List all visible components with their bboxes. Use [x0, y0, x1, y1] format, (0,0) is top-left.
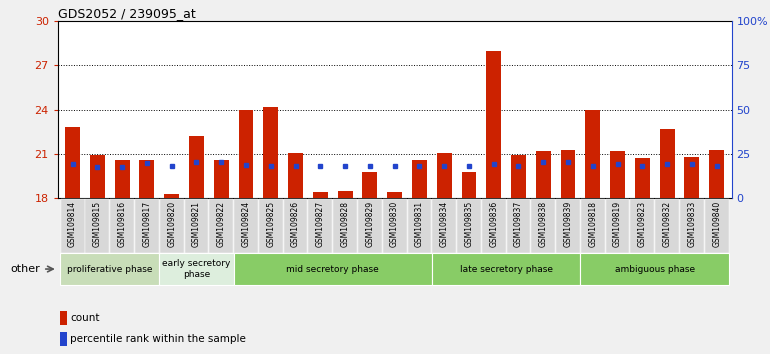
Text: GSM109832: GSM109832 — [663, 201, 671, 247]
FancyBboxPatch shape — [581, 253, 729, 285]
Bar — [313, 192, 328, 198]
Bar — [437, 153, 451, 198]
FancyBboxPatch shape — [606, 199, 629, 252]
Text: GSM109817: GSM109817 — [142, 201, 152, 247]
FancyBboxPatch shape — [159, 253, 233, 285]
Bar — [139, 160, 154, 198]
Text: GSM109837: GSM109837 — [514, 201, 523, 247]
Text: GSM109824: GSM109824 — [242, 201, 250, 247]
Bar — [90, 155, 105, 198]
Bar — [60, 332, 66, 346]
FancyBboxPatch shape — [61, 199, 85, 252]
Text: GSM109831: GSM109831 — [415, 201, 424, 247]
Text: GSM109833: GSM109833 — [688, 201, 696, 247]
FancyBboxPatch shape — [482, 199, 506, 252]
FancyBboxPatch shape — [383, 199, 407, 252]
Text: GSM109823: GSM109823 — [638, 201, 647, 247]
FancyBboxPatch shape — [259, 199, 283, 252]
Bar — [338, 191, 353, 198]
Text: GSM109839: GSM109839 — [564, 201, 573, 247]
Bar — [685, 157, 699, 198]
Bar — [60, 312, 66, 325]
FancyBboxPatch shape — [209, 199, 233, 252]
Bar — [635, 159, 650, 198]
Bar — [288, 153, 303, 198]
FancyBboxPatch shape — [309, 199, 332, 252]
Text: GSM109820: GSM109820 — [167, 201, 176, 247]
Text: GDS2052 / 239095_at: GDS2052 / 239095_at — [58, 7, 196, 20]
FancyBboxPatch shape — [407, 199, 431, 252]
Text: GSM109814: GSM109814 — [68, 201, 77, 247]
Bar — [263, 107, 278, 198]
Bar — [115, 160, 129, 198]
Text: GSM109836: GSM109836 — [489, 201, 498, 247]
Bar — [487, 51, 501, 198]
FancyBboxPatch shape — [457, 199, 480, 252]
FancyBboxPatch shape — [333, 199, 357, 252]
Text: other: other — [11, 264, 40, 274]
FancyBboxPatch shape — [531, 199, 555, 252]
FancyBboxPatch shape — [432, 253, 581, 285]
FancyBboxPatch shape — [160, 199, 183, 252]
Bar — [610, 151, 625, 198]
Text: GSM109819: GSM109819 — [613, 201, 622, 247]
Text: GSM109822: GSM109822 — [216, 201, 226, 247]
Text: GSM109828: GSM109828 — [340, 201, 350, 247]
Text: count: count — [70, 313, 99, 323]
Bar — [363, 172, 377, 198]
FancyBboxPatch shape — [233, 253, 432, 285]
FancyBboxPatch shape — [655, 199, 679, 252]
Text: GSM109830: GSM109830 — [390, 201, 399, 247]
Text: GSM109816: GSM109816 — [118, 201, 126, 247]
FancyBboxPatch shape — [556, 199, 580, 252]
FancyBboxPatch shape — [110, 199, 134, 252]
Bar — [189, 136, 204, 198]
Bar — [164, 194, 179, 198]
FancyBboxPatch shape — [680, 199, 704, 252]
Text: GSM109835: GSM109835 — [464, 201, 474, 247]
Text: GSM109825: GSM109825 — [266, 201, 275, 247]
FancyBboxPatch shape — [581, 199, 604, 252]
Bar — [412, 160, 427, 198]
FancyBboxPatch shape — [507, 199, 531, 252]
Text: mid secretory phase: mid secretory phase — [286, 264, 379, 274]
Text: GSM109815: GSM109815 — [93, 201, 102, 247]
Bar — [561, 149, 575, 198]
FancyBboxPatch shape — [705, 199, 728, 252]
FancyBboxPatch shape — [234, 199, 258, 252]
Text: proliferative phase: proliferative phase — [67, 264, 152, 274]
Bar — [387, 192, 402, 198]
Bar — [585, 110, 601, 198]
Text: GSM109838: GSM109838 — [539, 201, 547, 247]
Bar — [709, 149, 724, 198]
Text: GSM109834: GSM109834 — [440, 201, 449, 247]
FancyBboxPatch shape — [631, 199, 654, 252]
Text: GSM109827: GSM109827 — [316, 201, 325, 247]
FancyBboxPatch shape — [135, 199, 159, 252]
Text: GSM109818: GSM109818 — [588, 201, 598, 247]
Bar — [660, 129, 675, 198]
Text: ambiguous phase: ambiguous phase — [614, 264, 695, 274]
Text: GSM109821: GSM109821 — [192, 201, 201, 247]
Text: percentile rank within the sample: percentile rank within the sample — [70, 334, 246, 344]
FancyBboxPatch shape — [283, 199, 307, 252]
Bar — [239, 110, 253, 198]
Text: early secretory
phase: early secretory phase — [162, 259, 231, 279]
Bar — [214, 160, 229, 198]
Bar — [536, 151, 551, 198]
Bar — [65, 127, 80, 198]
Text: GSM109829: GSM109829 — [365, 201, 374, 247]
Text: GSM109840: GSM109840 — [712, 201, 721, 247]
Bar — [461, 172, 477, 198]
Bar — [511, 155, 526, 198]
FancyBboxPatch shape — [432, 199, 456, 252]
FancyBboxPatch shape — [358, 199, 382, 252]
Text: GSM109826: GSM109826 — [291, 201, 300, 247]
FancyBboxPatch shape — [60, 253, 159, 285]
FancyBboxPatch shape — [185, 199, 209, 252]
Text: late secretory phase: late secretory phase — [460, 264, 553, 274]
FancyBboxPatch shape — [85, 199, 109, 252]
